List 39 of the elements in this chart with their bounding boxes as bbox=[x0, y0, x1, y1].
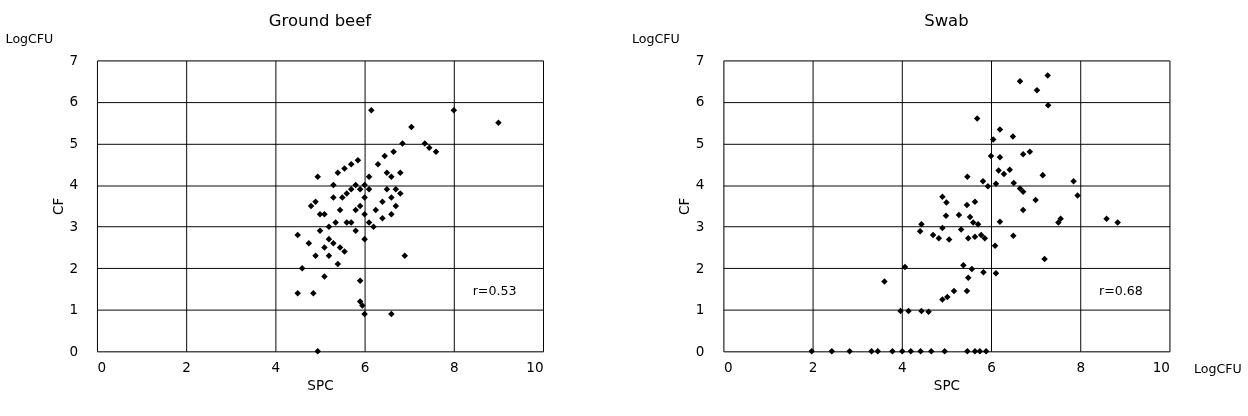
y-tick-label: 6 bbox=[695, 93, 705, 110]
y-tick-label: 3 bbox=[69, 218, 79, 235]
x-tick-label: 10 bbox=[526, 359, 544, 376]
y-tick-label: 1 bbox=[69, 301, 79, 318]
y-tick-label: 2 bbox=[695, 259, 705, 276]
y-tick-label: 3 bbox=[695, 218, 705, 235]
y-tick-label: 5 bbox=[695, 134, 705, 151]
y-tick-label: 0 bbox=[695, 342, 705, 359]
x-tick-label: 4 bbox=[897, 359, 907, 376]
y-tick-label: 7 bbox=[695, 51, 705, 68]
text: LogCFU bbox=[5, 30, 54, 46]
y-tick-label: 2 bbox=[69, 259, 79, 276]
x-tick-label: 8 bbox=[449, 359, 459, 376]
annotation: r=0.68 bbox=[1099, 283, 1143, 299]
y-axis-title: CF bbox=[49, 197, 66, 215]
text: LogCFU bbox=[632, 30, 680, 46]
chart-title: Swab bbox=[924, 10, 969, 30]
chart-title: Ground beef bbox=[268, 10, 373, 30]
y-tick-label: 5 bbox=[69, 134, 79, 151]
text: LogCFU bbox=[1194, 360, 1242, 376]
y-axis-title: CF bbox=[676, 197, 693, 215]
x-tick-label: 2 bbox=[182, 359, 191, 376]
annotation: r=0.53 bbox=[472, 283, 517, 299]
x-tick-label: 6 bbox=[360, 359, 370, 376]
x-tick-label: 8 bbox=[1076, 359, 1086, 376]
y-tick-label: 4 bbox=[695, 176, 705, 193]
x-axis-title: SPC bbox=[933, 376, 961, 393]
x-tick-label: 0 bbox=[97, 359, 107, 376]
y-tick-label: 6 bbox=[69, 93, 79, 110]
x-axis-title: SPC bbox=[307, 376, 334, 393]
x-tick-label: 2 bbox=[808, 359, 818, 376]
y-tick-label: 0 bbox=[69, 342, 79, 359]
x-tick-label: 10 bbox=[1152, 359, 1170, 376]
y-tick-label: 1 bbox=[695, 301, 705, 318]
x-tick-label: 0 bbox=[723, 359, 733, 376]
x-tick-label: 4 bbox=[271, 359, 281, 376]
y-tick-label: 4 bbox=[69, 176, 79, 193]
y-tick-label: 7 bbox=[69, 51, 79, 68]
x-tick-label: 6 bbox=[987, 359, 996, 376]
